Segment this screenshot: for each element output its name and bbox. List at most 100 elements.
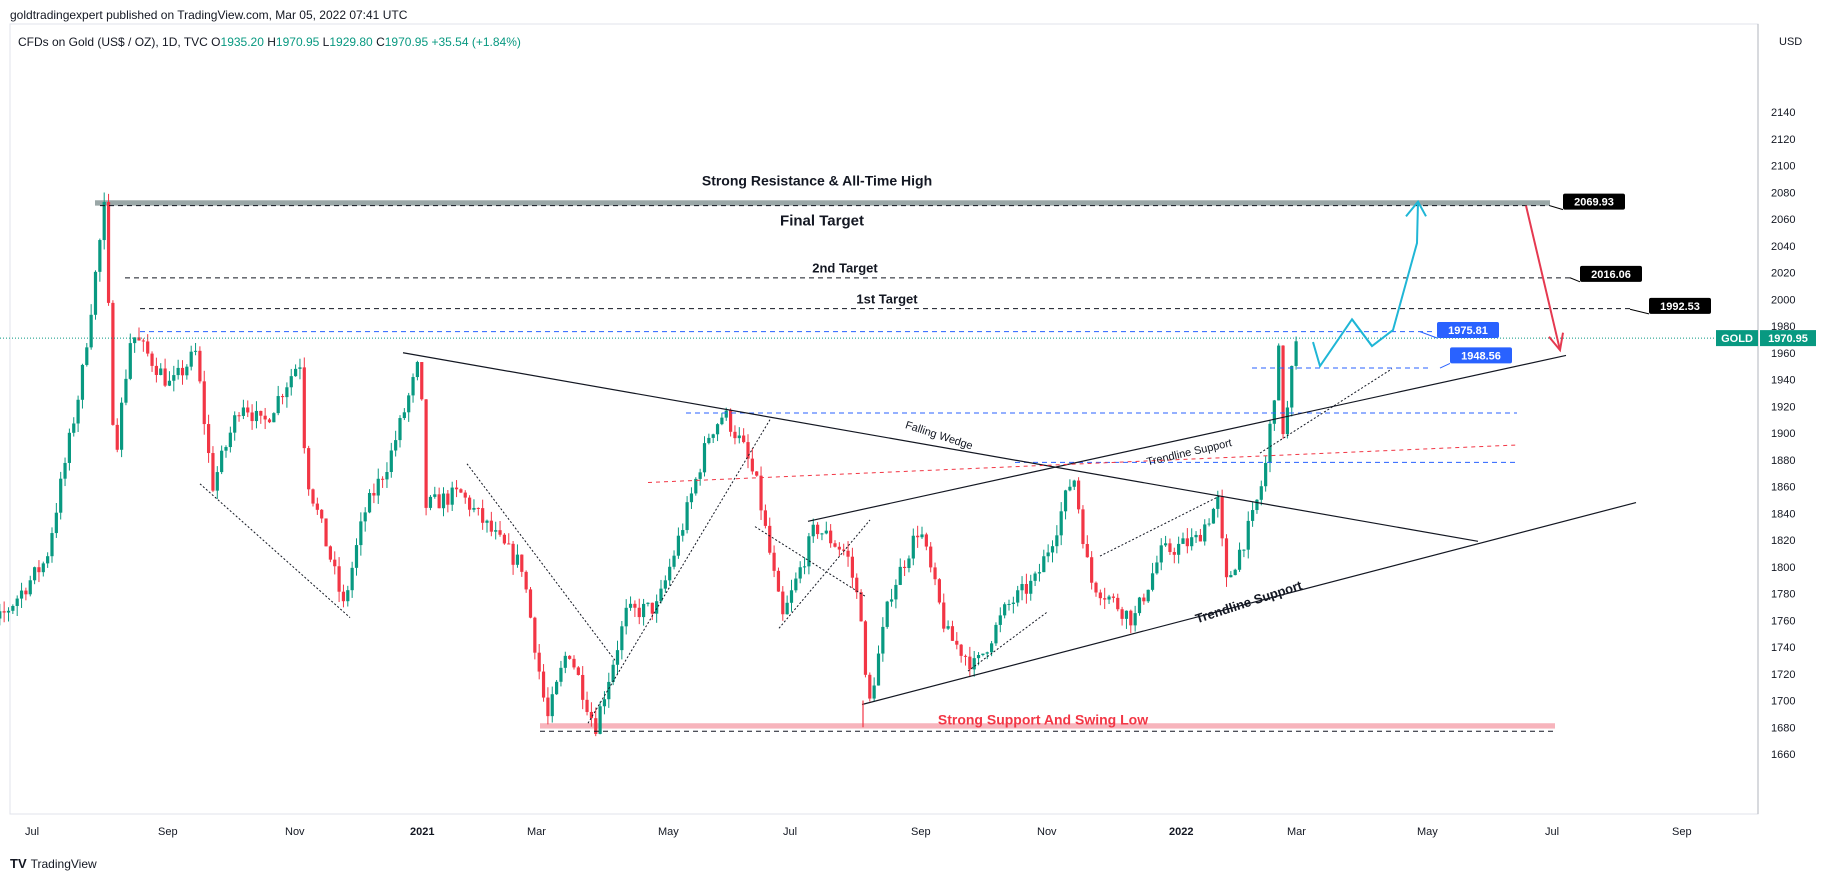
candle-body: [955, 640, 959, 645]
candle-body: [254, 410, 259, 422]
candle-body: [1059, 511, 1063, 536]
candle-body: [102, 202, 106, 241]
trendline-support-upper-label: Trendline Support: [1146, 437, 1234, 468]
candle-body: [37, 567, 41, 573]
candle-body: [1294, 341, 1298, 366]
tradingview-logo-icon: TV: [10, 856, 27, 871]
candle-body: [998, 615, 1002, 625]
candle-body: [98, 240, 102, 272]
candle-body: [337, 566, 341, 592]
candle-body: [615, 650, 620, 665]
price-box: [1450, 347, 1512, 364]
candle-body: [228, 432, 232, 448]
candle-body: [1255, 499, 1259, 511]
candle-body: [620, 626, 624, 651]
candle-body: [263, 415, 267, 420]
candle-body: [1124, 610, 1129, 619]
candle-body: [507, 543, 511, 545]
candle-body: [663, 580, 667, 589]
candle-body: [446, 493, 450, 505]
dotted-6: [967, 611, 1048, 672]
candle-body: [1268, 423, 1272, 464]
current-price-tag: [1760, 330, 1816, 347]
candle-body: [76, 399, 80, 424]
candle-body: [1159, 545, 1163, 563]
candle-body: [167, 380, 172, 386]
price-tick-label: 2080: [1771, 187, 1795, 199]
candle-body: [346, 590, 350, 602]
projection-path-up: [1312, 201, 1419, 369]
time-tick-label: May: [1417, 826, 1438, 838]
price-tick-label: 1960: [1771, 348, 1795, 360]
candle-body: [598, 706, 602, 734]
candle-body: [111, 302, 115, 425]
candle-body: [520, 554, 524, 572]
price-tick-label: 2100: [1771, 161, 1795, 173]
candle-body: [41, 563, 45, 573]
price-box-connector: [1569, 277, 1581, 283]
candle-body: [176, 367, 180, 376]
price-box-connector: [1549, 205, 1564, 211]
candle-body: [1281, 345, 1285, 435]
candle-body: [433, 494, 437, 497]
candle-body: [363, 512, 367, 522]
candle-body: [933, 567, 937, 580]
candle-body: [1146, 589, 1150, 602]
candle-body: [72, 423, 76, 433]
price-box: [1437, 321, 1499, 338]
candle-body: [759, 475, 763, 511]
candle-body: [1016, 590, 1020, 603]
candle-body: [546, 697, 550, 717]
candle-body: [646, 602, 650, 604]
price-tick-label: 1800: [1771, 562, 1795, 574]
time-tick-label: Mar: [527, 826, 546, 838]
candle-body: [89, 314, 93, 348]
candle-body: [554, 681, 559, 695]
candle-body: [54, 512, 58, 534]
candle-body: [467, 497, 472, 510]
candle-body: [672, 555, 676, 567]
current-price-label: 1970.95: [1768, 333, 1808, 345]
candle-body: [894, 584, 898, 600]
candle-body: [1229, 575, 1233, 578]
candle-body: [537, 652, 541, 672]
high-value: 1970.95: [275, 35, 320, 49]
candle-body: [833, 543, 837, 547]
tradingview-footer[interactable]: TV TradingView: [10, 856, 97, 871]
candle-body: [315, 503, 319, 510]
candle-body: [485, 520, 489, 523]
candle-body: [685, 502, 689, 531]
price-tick-label: 1660: [1771, 749, 1795, 761]
time-tick-label: Jul: [1545, 826, 1559, 838]
projection-path-up-leg: [1351, 318, 1373, 347]
candle-body: [1224, 538, 1229, 578]
candle-body: [924, 534, 928, 547]
candle-body: [781, 591, 785, 615]
candle-body: [737, 435, 741, 439]
candle-body: [742, 435, 746, 443]
price-tick-label: 1940: [1771, 375, 1795, 387]
candle-body: [963, 655, 968, 657]
candle-body: [1168, 543, 1172, 553]
candle-body: [124, 378, 128, 403]
candle-body: [1142, 597, 1146, 602]
candle-body: [698, 472, 702, 479]
candle-body: [276, 396, 280, 414]
candle-body: [259, 410, 263, 416]
candle-body: [1094, 582, 1098, 593]
candle-body: [824, 530, 828, 534]
candle-body: [733, 431, 737, 439]
time-tick-label: Sep: [1672, 826, 1692, 838]
candle-body: [1220, 496, 1224, 539]
candle-body: [907, 558, 911, 568]
candle-body: [0, 611, 2, 619]
instrument-name[interactable]: CFDs on Gold (US$ / OZ), 1D, TVC: [18, 35, 208, 49]
candle-body: [280, 396, 285, 398]
candle-body: [837, 546, 841, 550]
candle-body: [1190, 537, 1194, 547]
candle-body: [1037, 572, 1042, 574]
candle-body: [394, 440, 398, 451]
time-tick-label: Jul: [783, 826, 797, 838]
red-dashed-trend: [647, 444, 1517, 483]
